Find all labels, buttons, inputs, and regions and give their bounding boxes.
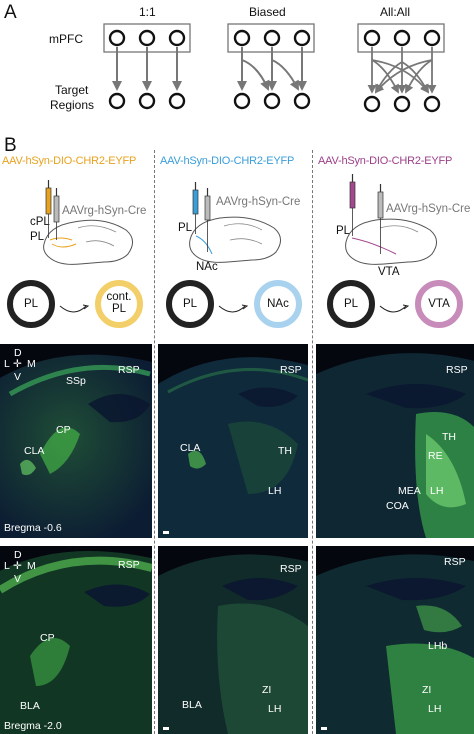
region-label: RSP xyxy=(280,563,302,575)
column-2-title: AAV-hSyn-DIO-CHR2-EYFP xyxy=(160,155,295,167)
region-label: RE xyxy=(428,450,443,462)
column-1-site-pl: PL xyxy=(30,231,45,243)
column-divider-1 xyxy=(154,150,155,734)
region-label: RSP xyxy=(444,556,466,568)
micrograph-2-top: RSP CLA TH LH xyxy=(158,344,308,538)
region-label: COA xyxy=(386,500,409,512)
scale-bar xyxy=(163,727,169,730)
region-label: ZI xyxy=(422,684,432,696)
region-label: CP xyxy=(40,632,55,644)
orientation-m: M xyxy=(27,560,36,572)
column-divider-2 xyxy=(312,150,313,734)
region-label: LH xyxy=(268,703,282,715)
region-label: LH xyxy=(268,485,282,497)
syringe-1a xyxy=(45,180,52,238)
ring-target-2 xyxy=(254,280,302,328)
scheme-title-one-to-one: 1:1 xyxy=(139,5,156,19)
mpfc-label: mPFC xyxy=(49,32,83,46)
region-label: CP xyxy=(56,424,71,436)
region-label: CLA xyxy=(24,445,45,457)
scheme-title-biased: Biased xyxy=(249,5,286,19)
ring-target-1-label: cont. PL xyxy=(106,291,132,316)
region-label: ZI xyxy=(262,684,272,696)
ring-target-3-label: VTA xyxy=(428,298,450,310)
region-label: BLA xyxy=(20,700,40,712)
target-regions-label-1: Target xyxy=(55,83,89,97)
syringe-1b xyxy=(53,188,60,240)
panel-a-letter: A xyxy=(4,2,17,23)
column-1-site-cpl: cPL xyxy=(30,216,50,228)
column-1-title: AAV-hSyn-DIO-CHR2-EYFP xyxy=(2,155,137,167)
scale-bar xyxy=(321,727,327,730)
syringe-2a xyxy=(192,182,199,234)
column-1-retro-label: AAVrg-hSyn-Cre xyxy=(62,205,147,217)
panel-b-letter: B xyxy=(4,135,17,156)
ring-source-2 xyxy=(166,280,214,328)
region-label: TH xyxy=(278,445,292,457)
syringe-3b xyxy=(377,184,384,254)
region-label: SSp xyxy=(66,375,86,387)
region-label: RSP xyxy=(280,364,302,376)
micrograph-3-bottom: RSP LHb ZI LH xyxy=(316,546,474,734)
orientation-m: M xyxy=(27,358,36,370)
column-2-site-nac: NAc xyxy=(196,261,218,273)
region-label: MEA xyxy=(398,485,421,497)
region-label: LHb xyxy=(428,640,448,652)
region-label: LH xyxy=(428,703,442,715)
region-label: TH xyxy=(442,431,456,443)
region-label: LH xyxy=(430,485,444,497)
orientation-d: D xyxy=(14,549,22,561)
column-2-site-pl: PL xyxy=(178,222,193,234)
brain-schematic-2 xyxy=(189,182,281,263)
ring-source-3-label: PL xyxy=(343,298,359,310)
column-3-site-vta: VTA xyxy=(378,266,400,278)
orientation-d: D xyxy=(14,347,22,359)
ring-target-3 xyxy=(415,280,463,328)
ring-source-1 xyxy=(7,280,55,328)
bregma-label: Bregma -0.6 xyxy=(4,522,62,534)
brain-schematic-3 xyxy=(345,174,437,265)
ring-source-1-label: PL xyxy=(23,298,39,310)
orientation-cross: ✛ xyxy=(13,560,22,572)
column-3-site-pl: PL xyxy=(336,225,351,237)
micrograph-1-bottom: D L M V ✛ RSP CP BLA Bregma -2.0 xyxy=(0,546,152,734)
connectivity-schemes-diagram xyxy=(103,23,445,113)
mpfc-box-3 xyxy=(357,23,445,53)
scale-bar xyxy=(163,531,169,534)
brain-schematic-1 xyxy=(43,180,133,265)
syringe-2b xyxy=(204,188,211,252)
brain-schematics xyxy=(43,174,437,265)
region-label: RSP xyxy=(118,364,140,376)
orientation-v: V xyxy=(14,371,22,383)
orientation-l: L xyxy=(4,358,10,370)
orientation-v: V xyxy=(14,573,22,585)
column-3-retro-label: AAVrg-hSyn-Cre xyxy=(386,203,471,215)
ring-target-1 xyxy=(95,280,143,328)
ring-source-2-label: PL xyxy=(182,298,198,310)
ring-target-2-label: NAc xyxy=(267,298,289,310)
micrograph-3-top: RSP TH RE MEA LH COA xyxy=(316,344,474,538)
region-label: BLA xyxy=(182,699,202,711)
syringe-3a xyxy=(349,174,356,236)
column-2-retro-label: AAVrg-hSyn-Cre xyxy=(216,196,301,208)
projection-rings xyxy=(7,280,463,328)
region-label: RSP xyxy=(446,364,468,376)
orientation-cross: ✛ xyxy=(13,358,22,370)
micrograph-1-top: D L M V ✛ SSp RSP CP CLA Bregma -0.6 xyxy=(0,344,152,538)
column-3-title: AAV-hSyn-DIO-CHR2-EYFP xyxy=(318,155,453,167)
scheme-title-all-to-all: All:All xyxy=(380,5,411,19)
micrograph-2-bottom: RSP BLA ZI LH xyxy=(158,546,308,734)
bregma-label: Bregma -2.0 xyxy=(4,720,62,732)
ring-source-3 xyxy=(327,280,375,328)
orientation-l: L xyxy=(4,560,10,572)
region-label: RSP xyxy=(118,559,140,571)
target-regions-label-2: Regions xyxy=(50,98,95,112)
region-label: CLA xyxy=(180,442,201,454)
